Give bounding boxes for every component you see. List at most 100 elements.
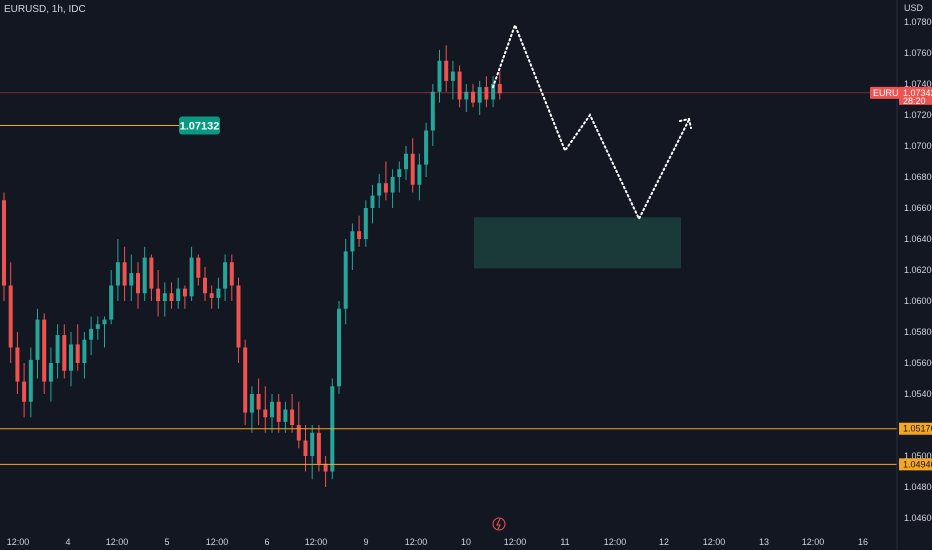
x-tick-label: 13	[759, 537, 769, 547]
candle	[249, 386, 254, 433]
candle	[42, 313, 47, 394]
candle	[357, 215, 362, 247]
candle	[28, 347, 33, 418]
candle	[477, 80, 482, 115]
candle	[2, 192, 6, 301]
candle	[316, 425, 321, 472]
candle	[343, 239, 348, 325]
candle	[397, 161, 402, 193]
candle	[430, 84, 435, 146]
y-tick-label: 1.07000	[904, 141, 932, 151]
x-tick-label: 10	[461, 537, 471, 547]
arrow-head-icon	[679, 117, 692, 129]
x-tick-label: 9	[363, 537, 368, 547]
candle	[203, 266, 207, 301]
candle	[323, 456, 328, 487]
candle	[162, 282, 167, 317]
candle	[290, 394, 295, 433]
y-tick-label: 1.06400	[904, 234, 932, 244]
svg-text:EURUSD: EURUSD	[873, 88, 912, 98]
candle	[95, 316, 100, 340]
candle	[497, 71, 502, 100]
candle	[48, 347, 53, 402]
x-tick-label: 12:00	[206, 537, 229, 547]
level-price-tag: 1.05176	[899, 422, 932, 435]
candle	[75, 324, 80, 371]
candle	[263, 386, 268, 433]
y-tick-label: 1.07600	[904, 48, 932, 58]
candle	[377, 173, 382, 208]
y-tick-label: 1.06800	[904, 172, 932, 182]
x-tick-label: 12:00	[504, 537, 527, 547]
candle	[115, 239, 120, 301]
x-tick-label: 12:00	[802, 537, 825, 547]
x-tick-label: 12:00	[703, 537, 726, 547]
x-tick-label: 5	[164, 537, 169, 547]
candle	[437, 49, 442, 103]
candle	[243, 339, 248, 425]
candle	[156, 270, 161, 317]
candle	[55, 324, 60, 379]
candle	[62, 324, 67, 379]
price-callout-label[interactable]: 1.07132	[179, 116, 220, 135]
candle	[15, 332, 20, 394]
candle	[276, 394, 281, 433]
candle	[410, 138, 415, 193]
y-tick-label: 1.06600	[904, 203, 932, 213]
candle	[491, 76, 496, 108]
currency-label: USD	[904, 3, 924, 13]
candle	[471, 84, 475, 108]
candle	[464, 84, 469, 112]
y-tick-label: 1.05400	[904, 389, 932, 399]
candle	[383, 161, 388, 201]
svg-text:1.05176: 1.05176	[903, 424, 932, 434]
y-tick-label: 1.06000	[904, 296, 932, 306]
chart-title: EURUSD, 1h, IDC	[4, 4, 86, 15]
candle	[136, 262, 140, 309]
candle	[404, 146, 408, 181]
candle	[417, 153, 422, 201]
candle	[129, 254, 134, 301]
candle	[337, 301, 341, 394]
x-tick-label: 12:00	[405, 537, 428, 547]
x-tick-label: 4	[65, 537, 70, 547]
candle	[236, 277, 241, 363]
y-tick-label: 1.06200	[904, 265, 932, 275]
candle	[350, 223, 355, 270]
candle	[149, 254, 154, 301]
candle	[142, 246, 147, 301]
candle	[296, 401, 301, 449]
x-tick-label: 12	[659, 537, 669, 547]
candle	[216, 277, 221, 309]
candle	[8, 262, 13, 363]
y-tick-label: 1.04600	[904, 513, 932, 523]
candle	[450, 60, 455, 100]
candle	[363, 200, 368, 247]
candle	[270, 394, 274, 433]
x-tick-label: 11	[560, 537, 569, 547]
lightning-icon[interactable]	[492, 517, 506, 531]
candle	[182, 285, 187, 309]
x-tick-label: 16	[858, 537, 868, 547]
candle	[209, 285, 214, 309]
x-tick-label: 12:00	[305, 537, 328, 547]
x-tick-label: 12:00	[106, 537, 129, 547]
level-price-tag: 1.04946	[899, 458, 932, 471]
y-tick-label: 1.04800	[904, 482, 932, 492]
projection-path[interactable]	[492, 22, 690, 222]
candle	[102, 316, 107, 348]
candle	[256, 378, 261, 425]
x-tick-label: 6	[264, 537, 269, 547]
svg-text:28:20: 28:20	[903, 96, 926, 106]
y-tick-label: 1.07200	[904, 110, 932, 120]
candle	[484, 76, 489, 108]
demand-zone[interactable]	[474, 217, 681, 269]
svg-text:1.07343: 1.07343	[903, 88, 932, 98]
y-tick-label: 1.05000	[904, 451, 932, 461]
candle	[196, 254, 201, 286]
candle	[223, 254, 228, 301]
candle	[310, 425, 315, 480]
candle	[283, 401, 288, 433]
